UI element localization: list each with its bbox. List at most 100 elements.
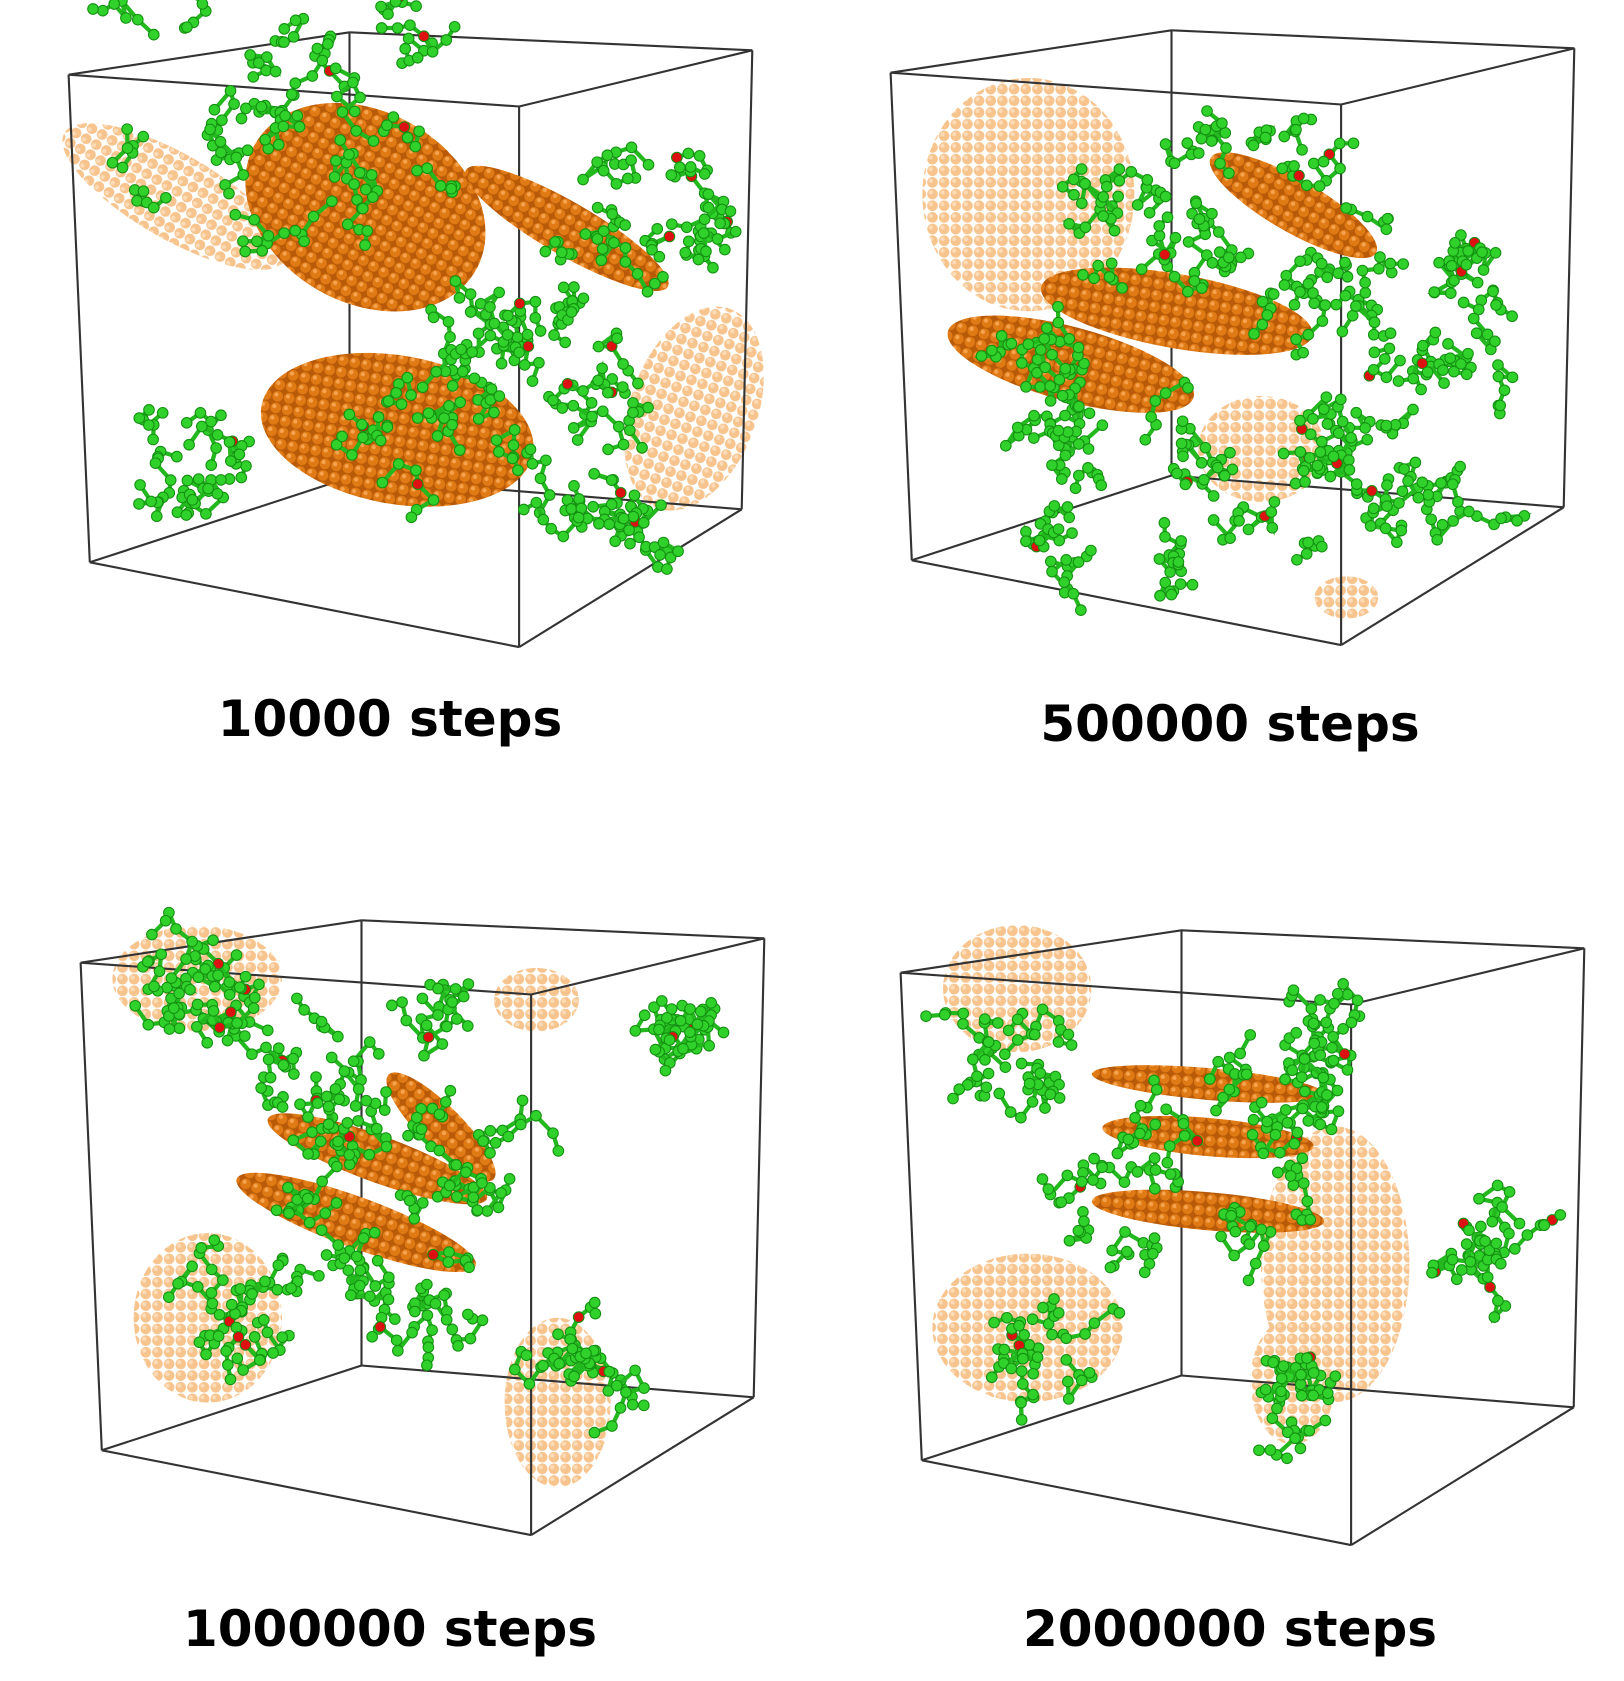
bead — [273, 1043, 284, 1054]
bead — [351, 1251, 362, 1262]
bead — [627, 1399, 638, 1410]
bead — [1281, 270, 1292, 281]
bead — [241, 461, 252, 472]
bead — [1451, 1274, 1462, 1285]
bead — [231, 1322, 242, 1333]
bead — [382, 120, 393, 131]
bead — [1285, 1171, 1296, 1182]
bead — [1012, 422, 1023, 433]
bead — [299, 1005, 310, 1016]
bead — [718, 1027, 729, 1038]
bead — [1182, 138, 1193, 149]
bead — [1495, 400, 1506, 411]
bead — [1418, 340, 1429, 351]
bead — [427, 47, 438, 58]
bead — [182, 22, 193, 33]
bead — [1297, 1103, 1308, 1114]
bead — [657, 996, 668, 1007]
bead — [1200, 442, 1211, 453]
bead — [193, 1282, 204, 1293]
bead — [411, 1112, 422, 1123]
bead — [1443, 339, 1454, 350]
bead — [201, 509, 212, 520]
bead — [117, 162, 128, 173]
bead — [344, 1159, 355, 1170]
bead — [1060, 410, 1071, 421]
bead — [1368, 364, 1379, 375]
bead — [607, 1421, 618, 1432]
bead — [1320, 300, 1331, 311]
bead — [444, 1247, 455, 1258]
bead — [1150, 396, 1161, 407]
bead — [263, 1054, 274, 1065]
bead — [132, 14, 143, 25]
bead — [262, 1327, 273, 1338]
bead — [236, 472, 247, 483]
bead — [1229, 1250, 1240, 1261]
box-edge — [69, 32, 350, 74]
bead — [265, 1072, 276, 1083]
bead — [504, 1174, 515, 1185]
bead — [195, 408, 206, 419]
bead — [181, 954, 192, 965]
bead — [216, 475, 227, 486]
bead — [581, 1348, 592, 1359]
bead — [1187, 579, 1198, 590]
bead — [262, 1025, 273, 1036]
bead — [1269, 497, 1280, 508]
chain — [236, 1036, 283, 1078]
bead — [259, 1315, 270, 1326]
bead — [1382, 501, 1393, 512]
bead — [1315, 995, 1326, 1006]
bead — [530, 296, 541, 307]
bead — [485, 1126, 496, 1137]
bead — [1064, 1235, 1075, 1246]
bead — [206, 460, 217, 471]
bead — [1136, 264, 1147, 275]
bead — [1492, 1180, 1503, 1191]
bead — [514, 347, 525, 358]
bead — [1224, 168, 1235, 179]
bead — [173, 1278, 184, 1289]
bead — [1495, 1258, 1506, 1269]
bead — [550, 237, 561, 248]
bead — [206, 1288, 217, 1299]
bead — [531, 497, 542, 508]
bead — [446, 183, 457, 194]
bead — [1384, 343, 1395, 354]
bead — [144, 420, 155, 431]
bead — [1062, 1170, 1073, 1181]
bead — [1369, 347, 1380, 358]
bead — [1279, 280, 1290, 291]
bead — [417, 1198, 428, 1209]
bead — [1000, 1062, 1011, 1073]
bead — [623, 173, 634, 184]
bead — [1024, 1078, 1035, 1089]
bead — [1120, 1227, 1131, 1238]
bead — [1256, 1224, 1267, 1235]
bead — [98, 5, 109, 16]
bead — [1306, 1003, 1317, 1014]
bead — [611, 179, 622, 190]
bead — [1160, 388, 1171, 399]
bead — [1067, 528, 1078, 539]
bead — [553, 1146, 564, 1157]
bead — [1140, 434, 1151, 445]
bead — [510, 1364, 521, 1375]
bead — [1243, 1275, 1254, 1286]
bead — [1295, 287, 1306, 298]
bead — [1493, 1295, 1504, 1306]
bead — [680, 247, 691, 258]
bead — [257, 246, 268, 257]
bead — [221, 1346, 232, 1357]
bead — [592, 234, 603, 245]
bead — [308, 211, 319, 222]
bead — [1056, 1197, 1067, 1208]
bead — [1499, 385, 1510, 396]
bead — [699, 169, 710, 180]
bead — [377, 477, 388, 488]
bead — [485, 330, 496, 341]
bead — [1035, 382, 1046, 393]
bead — [409, 1213, 420, 1224]
bead — [548, 395, 559, 406]
